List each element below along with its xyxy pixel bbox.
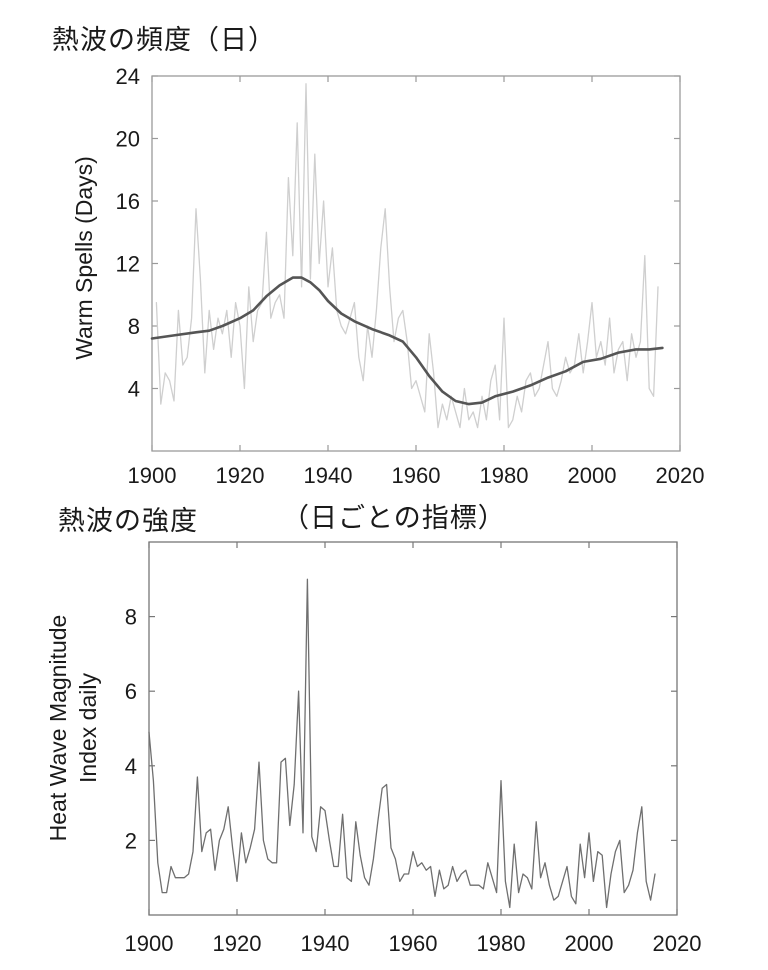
x-tick-label: 1940 xyxy=(304,463,353,488)
x-tick-label: 1980 xyxy=(477,931,526,956)
heat-wave-magnitude-chart: 1900 1920 1940 1960 1980 2000 2020 2 4 6 8 Heat Wav… xyxy=(45,541,702,956)
y-tick-label: 4 xyxy=(125,754,137,779)
y-axis-title-line: Index daily xyxy=(75,673,101,783)
y-tick-label: 6 xyxy=(125,679,137,704)
y-tick-label: 2 xyxy=(125,828,137,853)
chart-subtitle-magnitude: （日ごとの指標） xyxy=(282,503,506,534)
x-tick-label: 1980 xyxy=(480,463,529,488)
chart-title-magnitude: 熱波の強度 xyxy=(58,506,198,537)
y-axis-title: Warm Spells (Days) xyxy=(71,156,97,360)
plot-frame xyxy=(151,75,681,452)
y-tick-label: 8 xyxy=(125,605,137,630)
series-line-annual xyxy=(155,83,659,429)
y-axis-title-line: Heat Wave Magnitude xyxy=(45,615,71,842)
x-tick-label: 2020 xyxy=(656,463,705,488)
series-line-smoothed xyxy=(150,276,664,406)
x-tick-label: 2000 xyxy=(565,931,614,956)
y-tick-label: 24 xyxy=(116,64,140,89)
y-tick-label: 4 xyxy=(128,377,140,402)
y-tick-label: 12 xyxy=(116,252,140,277)
warm-spells-chart: 1900 1920 1940 1960 1980 2000 2020 4 8 12 16 20 24 Wa… xyxy=(71,64,704,488)
chart-title-frequency: 熱波の頻度（日） xyxy=(52,25,276,56)
y-tick-label: 16 xyxy=(116,189,140,214)
x-tick-label: 1920 xyxy=(216,463,265,488)
x-tick-label: 1940 xyxy=(301,931,350,956)
x-tick-label: 1960 xyxy=(389,931,438,956)
x-tick-label: 2020 xyxy=(653,931,702,956)
x-tick-label: 1900 xyxy=(125,931,174,956)
series-line-magnitude xyxy=(148,578,656,909)
x-tick-label: 1920 xyxy=(213,931,262,956)
plot-frame xyxy=(148,541,678,916)
x-tick-label: 1960 xyxy=(392,463,441,488)
x-tick-label: 1900 xyxy=(128,463,177,488)
x-tick-label: 2000 xyxy=(568,463,617,488)
y-tick-label: 8 xyxy=(128,314,140,339)
y-tick-label: 20 xyxy=(116,127,140,152)
